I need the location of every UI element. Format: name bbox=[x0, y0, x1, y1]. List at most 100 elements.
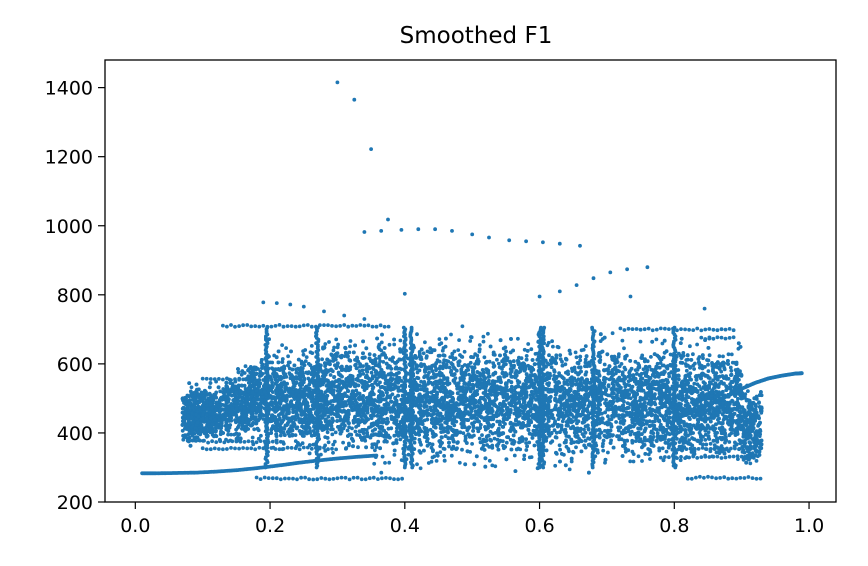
data-point bbox=[691, 352, 695, 357]
data-point bbox=[728, 365, 733, 370]
data-point bbox=[357, 369, 362, 374]
data-point bbox=[601, 448, 606, 453]
data-point bbox=[695, 342, 699, 347]
data-point bbox=[461, 431, 466, 435]
y-tick-label: 600 bbox=[57, 354, 93, 376]
x-axis-ticks: 0.0 0.2 0.4 0.6 0.8 1.0 bbox=[120, 502, 824, 537]
data-point bbox=[430, 442, 435, 447]
data-point bbox=[711, 378, 715, 383]
data-point bbox=[523, 367, 528, 372]
data-points bbox=[140, 80, 804, 482]
data-point bbox=[649, 355, 653, 359]
data-point bbox=[485, 443, 489, 447]
data-point bbox=[692, 381, 697, 386]
data-point bbox=[415, 370, 420, 375]
data-point bbox=[444, 362, 449, 367]
data-point bbox=[347, 350, 352, 355]
data-point bbox=[437, 337, 442, 341]
data-point bbox=[583, 445, 588, 450]
data-point bbox=[438, 450, 443, 454]
data-point bbox=[259, 433, 263, 438]
data-point bbox=[640, 376, 645, 381]
data-point bbox=[622, 346, 626, 351]
data-point bbox=[412, 440, 417, 445]
data-point bbox=[284, 346, 288, 350]
data-point bbox=[729, 352, 734, 357]
data-point bbox=[558, 447, 562, 452]
data-point bbox=[487, 458, 492, 463]
data-point bbox=[250, 435, 255, 440]
data-point bbox=[623, 449, 628, 454]
data-point bbox=[393, 396, 397, 401]
data-point bbox=[652, 400, 657, 405]
data-point bbox=[551, 344, 555, 349]
data-point bbox=[325, 430, 330, 435]
data-point bbox=[623, 354, 627, 359]
data-point bbox=[278, 433, 283, 438]
data-point bbox=[286, 354, 290, 359]
x-tick-label: 0.2 bbox=[255, 515, 285, 537]
data-point bbox=[442, 454, 446, 458]
x-tick-label: 1.0 bbox=[794, 515, 824, 537]
data-point bbox=[486, 331, 490, 336]
y-tick-label: 1400 bbox=[45, 78, 93, 100]
data-point bbox=[564, 444, 569, 449]
data-point bbox=[392, 342, 397, 347]
data-point bbox=[586, 386, 590, 391]
data-point bbox=[727, 440, 732, 444]
data-point bbox=[418, 466, 423, 471]
data-point bbox=[493, 464, 498, 469]
data-point bbox=[361, 372, 366, 376]
data-point bbox=[381, 360, 386, 364]
data-point bbox=[441, 361, 446, 366]
data-point bbox=[398, 338, 403, 343]
data-point bbox=[614, 420, 618, 424]
data-point bbox=[252, 427, 257, 432]
data-point bbox=[678, 458, 683, 463]
data-point bbox=[480, 433, 484, 437]
data-point bbox=[477, 436, 482, 441]
data-point bbox=[601, 438, 606, 443]
data-point bbox=[280, 343, 284, 347]
data-point bbox=[301, 349, 305, 353]
data-point bbox=[557, 443, 562, 448]
data-point bbox=[573, 350, 578, 355]
data-point bbox=[387, 460, 392, 465]
x-tick-label: 0.4 bbox=[390, 515, 420, 537]
data-point bbox=[229, 432, 234, 437]
data-point bbox=[568, 351, 573, 356]
data-point bbox=[432, 348, 437, 353]
data-point bbox=[737, 438, 742, 442]
data-point bbox=[651, 435, 656, 439]
data-point bbox=[629, 429, 634, 434]
data-point bbox=[336, 342, 340, 347]
data-point bbox=[719, 369, 724, 374]
data-point bbox=[660, 341, 665, 346]
data-point bbox=[468, 339, 473, 343]
data-point bbox=[527, 440, 532, 445]
data-point bbox=[354, 388, 359, 393]
data-point bbox=[334, 337, 339, 342]
data-point bbox=[457, 338, 461, 342]
data-point bbox=[372, 461, 377, 466]
data-point bbox=[239, 372, 244, 377]
data-point bbox=[370, 386, 375, 391]
data-point bbox=[699, 387, 703, 392]
y-tick-label: 400 bbox=[57, 423, 93, 445]
data-point bbox=[574, 445, 578, 450]
data-point bbox=[633, 359, 638, 364]
data-point bbox=[327, 340, 331, 344]
data-point bbox=[332, 439, 337, 444]
data-point bbox=[280, 357, 285, 361]
data-point bbox=[667, 374, 672, 379]
data-point bbox=[720, 389, 725, 394]
data-point bbox=[647, 419, 652, 424]
data-point bbox=[512, 453, 517, 458]
data-point bbox=[583, 344, 588, 348]
data-point bbox=[717, 354, 722, 359]
data-point bbox=[524, 441, 528, 445]
data-point bbox=[495, 419, 500, 424]
data-point bbox=[460, 324, 465, 329]
data-point bbox=[706, 369, 711, 373]
